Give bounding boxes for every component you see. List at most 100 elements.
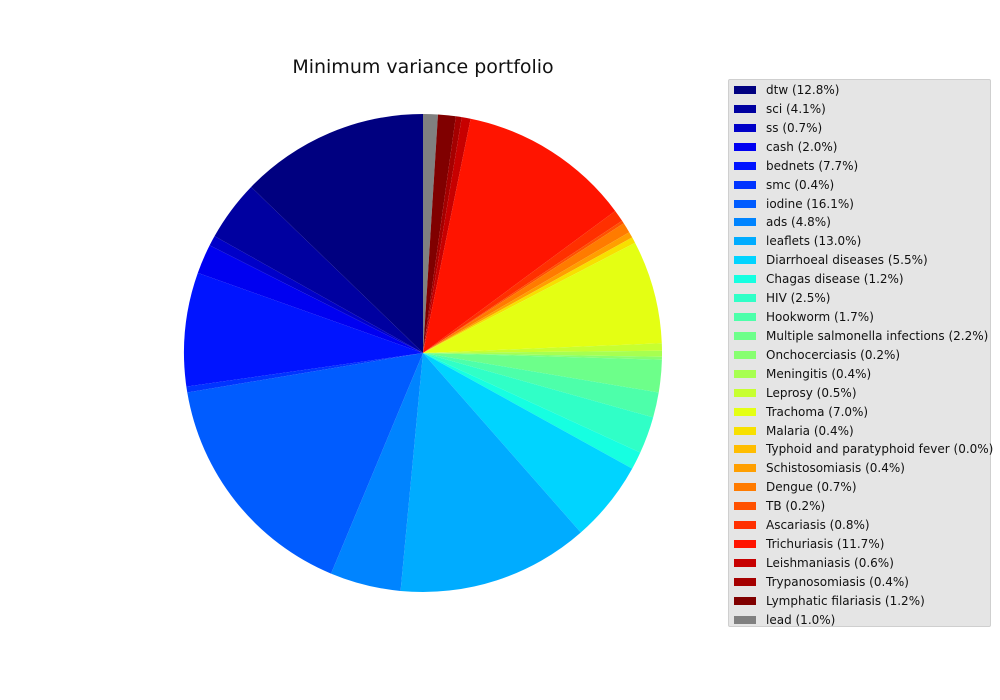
- legend-item: HIV (2.5%): [733, 289, 830, 307]
- legend-item: Onchocerciasis (0.2%): [733, 346, 900, 364]
- chart-title: Minimum variance portfolio: [292, 56, 554, 78]
- legend-item: Leprosy (0.5%): [733, 384, 857, 402]
- legend-label: Multiple salmonella infections (2.2%): [766, 328, 989, 343]
- legend-item: Schistosomiasis (0.4%): [733, 459, 905, 477]
- legend-swatch: [734, 369, 756, 378]
- legend-item: lead (1.0%): [733, 611, 835, 629]
- legend-label: Leprosy (0.5%): [766, 385, 857, 400]
- legend-item: Trypanosomiasis (0.4%): [733, 573, 909, 591]
- legend-swatch: [734, 199, 756, 208]
- legend-swatch: [734, 483, 756, 492]
- pie-slice: [423, 114, 438, 353]
- legend-swatch: [734, 104, 756, 113]
- legend-swatch: [734, 426, 756, 435]
- pie-slice: [186, 353, 423, 393]
- pie-slice: [423, 116, 462, 353]
- legend-item: dtw (12.8%): [733, 81, 839, 99]
- pie-slice: [331, 353, 423, 591]
- legend-item: Chagas disease (1.2%): [733, 270, 904, 288]
- legend-item: Typhoid and paratyphoid fever (0.0%): [733, 440, 993, 458]
- legend-item: Meningitis (0.4%): [733, 365, 871, 383]
- legend-swatch: [734, 559, 756, 567]
- legend-label: Trichuriasis (11.7%): [766, 537, 885, 552]
- pie-slice: [184, 272, 423, 387]
- legend-item: leaflets (13.0%): [733, 232, 861, 250]
- legend-item: Hookworm (1.7%): [733, 308, 874, 326]
- legend-item: sci (4.1%): [733, 100, 826, 118]
- pie-slice: [423, 210, 623, 353]
- legend-item: Multiple salmonella infections (2.2%): [733, 327, 988, 345]
- pie-slice: [423, 232, 633, 353]
- legend-swatch: [734, 577, 756, 586]
- legend-swatch: [734, 596, 756, 605]
- legend-label: Onchocerciasis (0.2%): [766, 347, 901, 362]
- legend-swatch: [734, 123, 756, 132]
- legend-label: Lymphatic filariasis (1.2%): [766, 593, 925, 608]
- pie-slice: [423, 223, 630, 353]
- legend-label: bednets (7.7%): [766, 158, 859, 173]
- legend-label: TB (0.2%): [766, 499, 826, 514]
- legend-label: Diarrhoeal diseases (5.5%): [766, 253, 928, 268]
- pie-slice: [400, 353, 581, 592]
- legend-item: Dengue (0.7%): [733, 478, 857, 496]
- legend-swatch: [734, 445, 756, 454]
- pie-slice: [423, 353, 633, 533]
- pie-slice: [423, 343, 662, 353]
- legend-swatch: [734, 256, 756, 265]
- legend-swatch: [734, 237, 756, 246]
- legend-label: Typhoid and paratyphoid fever (0.0%): [766, 442, 994, 457]
- legend-swatch: [734, 294, 756, 303]
- legend-item: Ascariasis (0.8%): [733, 516, 870, 534]
- legend-swatch: [734, 86, 756, 94]
- legend-label: lead (1.0%): [766, 612, 836, 627]
- pie-slice: [423, 242, 662, 353]
- pie-slice: [423, 237, 636, 353]
- pie-slice: [251, 114, 423, 353]
- legend-swatch: [734, 615, 756, 624]
- legend-label: sci (4.1%): [766, 101, 826, 116]
- legend-label: dtw (12.8%): [766, 83, 840, 97]
- legend-item: iodine (16.1%): [733, 195, 854, 213]
- legend-swatch: [734, 464, 756, 473]
- legend-swatch: [734, 502, 756, 511]
- legend-swatch: [734, 331, 756, 340]
- legend-item: Lymphatic filariasis (1.2%): [733, 592, 925, 610]
- legend-label: smc (0.4%): [766, 177, 835, 192]
- legend-label: HIV (2.5%): [766, 291, 831, 306]
- pie-slice: [423, 353, 662, 393]
- legend-swatch: [734, 540, 756, 549]
- legend-swatch: [734, 161, 756, 170]
- legend-swatch: [734, 275, 756, 284]
- legend-item: bednets (7.7%): [733, 157, 858, 175]
- pie-slice: [423, 353, 662, 360]
- legend-swatch: [734, 350, 756, 359]
- legend-item: smc (0.4%): [733, 176, 834, 194]
- legend-swatch: [734, 388, 756, 397]
- legend-item: Leishmaniasis (0.6%): [733, 554, 894, 572]
- legend-item: Trichuriasis (11.7%): [733, 535, 884, 553]
- legend-label: Hookworm (1.7%): [766, 310, 874, 325]
- legend-item: Malaria (0.4%): [733, 422, 854, 440]
- pie-slice: [423, 350, 662, 357]
- legend-label: Schistosomiasis (0.4%): [766, 461, 905, 476]
- pie-slice: [423, 117, 471, 353]
- pie-slice: [197, 245, 423, 353]
- legend-label: Trypanosomiasis (0.4%): [766, 574, 909, 589]
- legend-label: Malaria (0.4%): [766, 423, 854, 438]
- legend-swatch: [734, 313, 756, 322]
- legend-label: Meningitis (0.4%): [766, 366, 872, 381]
- legend-item: TB (0.2%): [733, 497, 825, 515]
- legend-swatch: [734, 142, 756, 151]
- pie-slice: [423, 353, 659, 418]
- legend-swatch: [734, 180, 756, 189]
- pie-slice: [214, 186, 423, 353]
- legend-label: Leishmaniasis (0.6%): [766, 556, 894, 570]
- pie-slice: [209, 236, 423, 353]
- legend-item: cash (2.0%): [733, 138, 837, 156]
- legend-item: Diarrhoeal diseases (5.5%): [733, 251, 928, 269]
- legend-item: ads (4.8%): [733, 213, 831, 231]
- pie-slice: [423, 114, 456, 354]
- legend-label: Dengue (0.7%): [766, 480, 857, 495]
- legend-swatch: [734, 521, 756, 530]
